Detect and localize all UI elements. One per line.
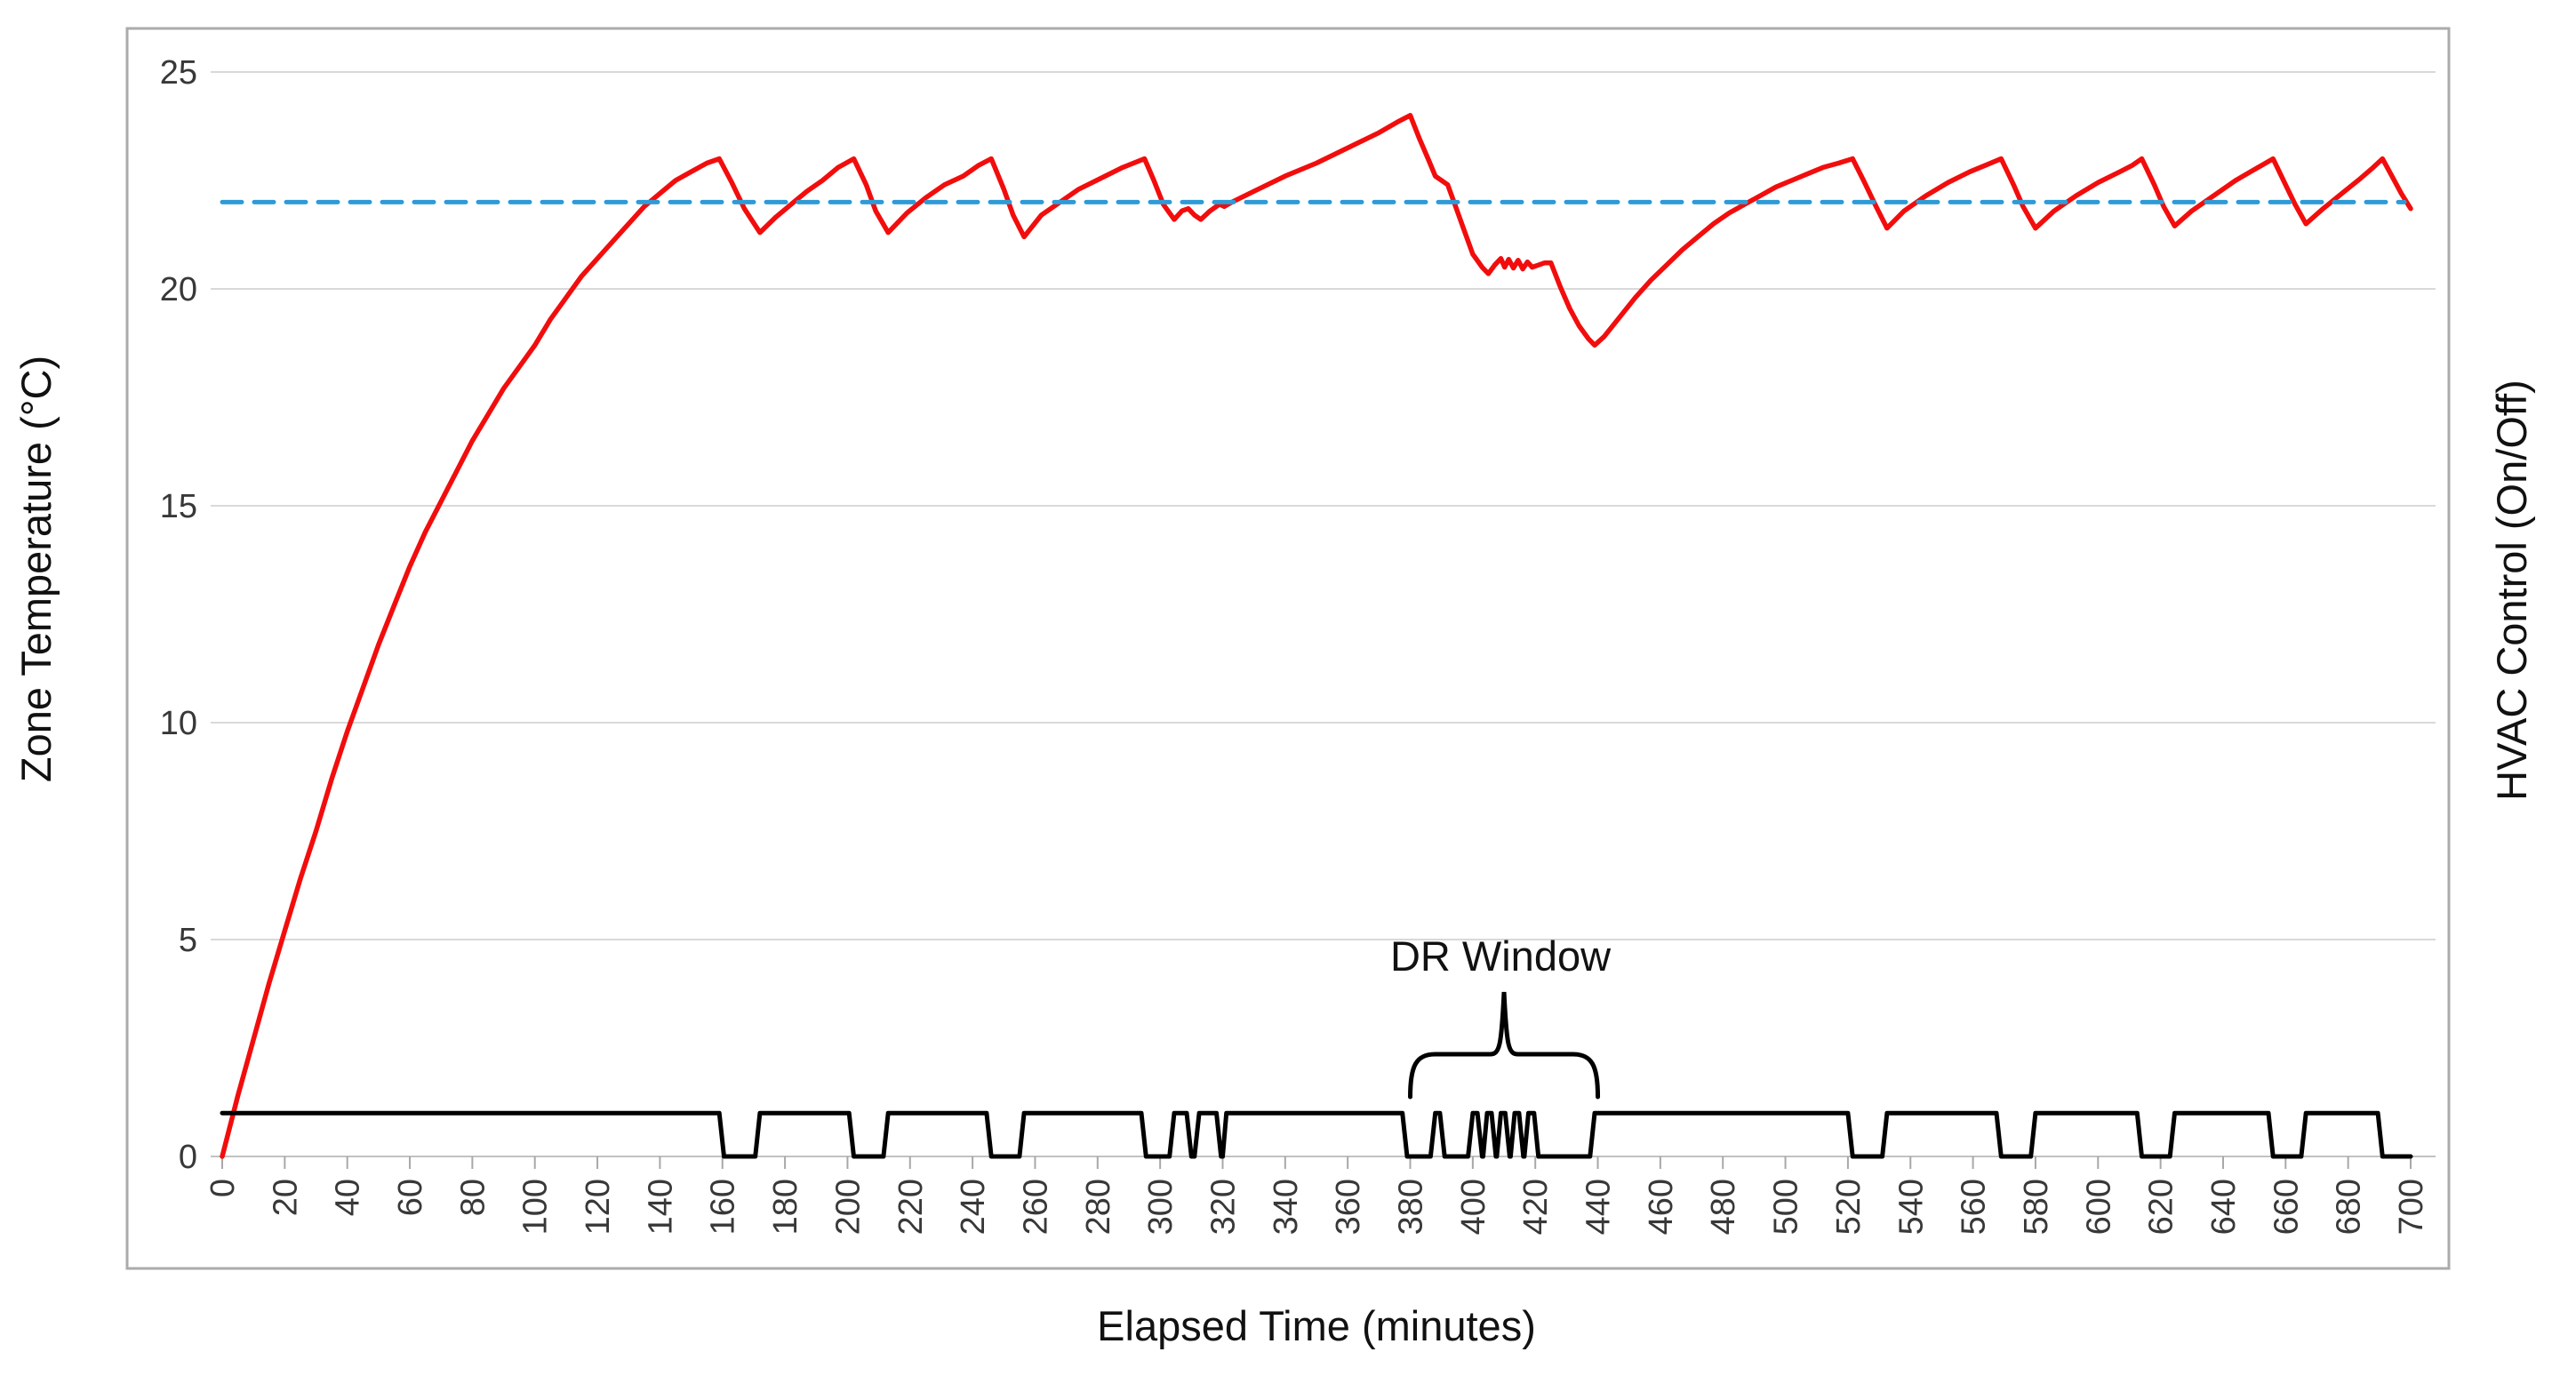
y-tick-label: 10 (160, 705, 197, 742)
x-tick-label: 260 (1017, 1179, 1054, 1235)
x-tick-label: 200 (829, 1179, 867, 1235)
x-tick-label: 540 (1892, 1179, 1930, 1235)
x-tick-label: 640 (2205, 1179, 2243, 1235)
x-tick-label: 620 (2143, 1179, 2180, 1235)
x-tick-label: 40 (330, 1179, 367, 1216)
x-tick-label: 320 (1204, 1179, 1242, 1235)
gridlines (211, 71, 2436, 1157)
x-tick-label: 560 (1956, 1179, 1993, 1235)
x-tick-label: 60 (392, 1179, 429, 1216)
x-tick-label: 440 (1580, 1179, 1618, 1235)
y-tick-label: 15 (160, 488, 197, 525)
x-tick-label: 20 (267, 1179, 304, 1216)
x-tick-label: 140 (642, 1179, 679, 1235)
x-tick-label: 220 (892, 1179, 930, 1235)
x-axis-ticks (221, 1156, 2412, 1169)
x-tick-label: 360 (1330, 1179, 1367, 1235)
x-tick-label: 380 (1393, 1179, 1430, 1235)
x-tick-label: 660 (2268, 1179, 2305, 1235)
x-tick-label: 460 (1643, 1179, 1680, 1235)
x-tick-label: 480 (1705, 1179, 1742, 1235)
x-tick-label: 400 (1455, 1179, 1492, 1235)
plot-border (125, 27, 2451, 1270)
x-axis-title: Elapsed Time (minutes) (1097, 1302, 1536, 1349)
temperature-line (220, 113, 2413, 1159)
y-tick-label: 0 (179, 1139, 197, 1176)
x-tick-label: 280 (1080, 1179, 1117, 1235)
x-tick-label: 240 (955, 1179, 992, 1235)
x-tick-label: 160 (705, 1179, 742, 1235)
x-tick-labels: 0 20 40 60 80 100 120 140 160 180 200 220 240 260 280 3… (204, 1179, 2430, 1235)
x-tick-label: 100 (517, 1179, 555, 1235)
x-tick-label: 120 (580, 1179, 617, 1235)
x-tick-label: 500 (1768, 1179, 1805, 1235)
x-tick-label: 180 (767, 1179, 804, 1235)
x-tick-label: 580 (2018, 1179, 2055, 1235)
y-tick-label: 20 (160, 271, 197, 308)
y-tick-label: 25 (160, 54, 197, 92)
x-tick-label: 600 (2080, 1179, 2117, 1235)
hvac-line (220, 1110, 2413, 1159)
x-tick-label: 420 (1517, 1179, 1555, 1235)
series-lines (220, 113, 2413, 1159)
y-axis-title-left: Zone Temperature (°C) (12, 356, 60, 782)
x-tick-label: 520 (1830, 1179, 1868, 1235)
dr-window-label: DR Window (1390, 932, 1612, 980)
dr-window-brace (1408, 991, 1601, 1100)
x-tick-label: 340 (1268, 1179, 1305, 1235)
x-tick-label: 700 (2393, 1179, 2430, 1235)
y-axis-title-right: HVAC Control (On/Off) (2488, 380, 2535, 801)
x-tick-label: 300 (1142, 1179, 1180, 1235)
x-tick-label: 680 (2331, 1179, 2368, 1235)
y-tick-label: 5 (179, 922, 197, 959)
y-tick-labels: 0 5 10 15 20 25 (160, 54, 197, 1176)
x-tick-label: 0 (204, 1179, 242, 1197)
x-tick-label: 80 (454, 1179, 492, 1216)
